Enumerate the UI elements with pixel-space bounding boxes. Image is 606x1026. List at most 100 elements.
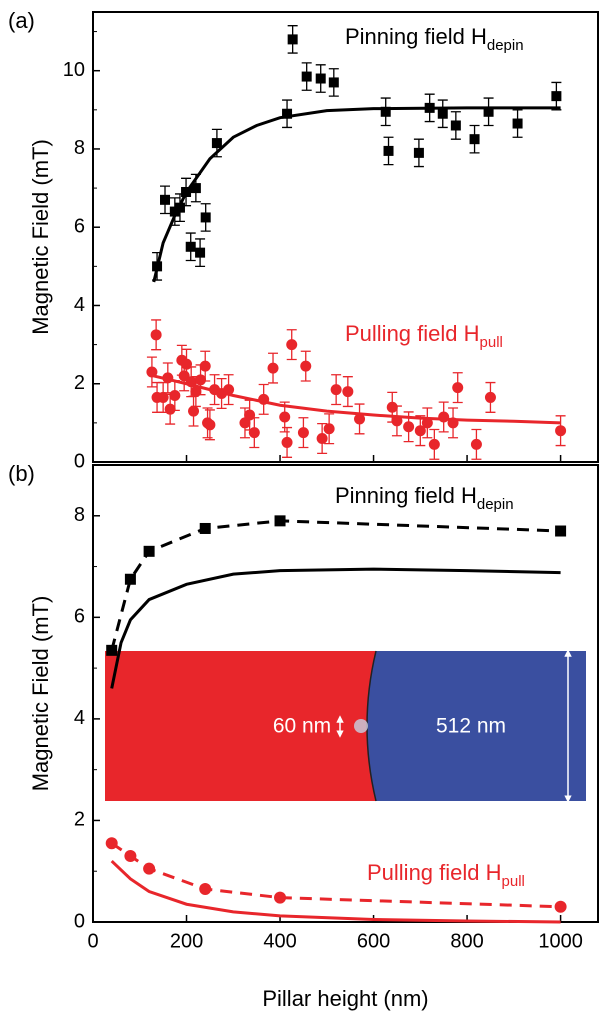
point (248, 427, 260, 439)
point (281, 436, 293, 448)
series-label: Pinning field Hdepin (335, 483, 514, 513)
point (403, 421, 415, 433)
point (450, 120, 461, 131)
fit-line (153, 374, 561, 425)
point (323, 423, 335, 435)
point (315, 73, 326, 84)
fit-line (110, 859, 561, 924)
point (199, 882, 212, 895)
point (185, 241, 196, 252)
inset-dot (354, 719, 368, 733)
plot-frame (92, 11, 599, 463)
point (164, 403, 176, 415)
series-label-sub: pull (502, 873, 525, 890)
series-label-sub: depin (487, 37, 524, 54)
point (483, 106, 494, 117)
y-tick-label: 2 (74, 372, 85, 394)
point (199, 360, 211, 372)
y-tick-label: 2 (74, 809, 85, 831)
point (414, 425, 426, 437)
y-tick-label: 4 (74, 294, 85, 316)
y-tick-label: 0 (74, 910, 85, 932)
point (150, 329, 162, 341)
series-label: Pulling field Hpull (345, 321, 503, 351)
fit-line (110, 567, 561, 689)
point (282, 108, 293, 119)
point (470, 438, 482, 450)
dashed-line (110, 842, 561, 909)
point (160, 194, 171, 205)
point (200, 212, 211, 223)
y-tick-label: 8 (74, 137, 85, 159)
point (287, 34, 298, 45)
point (554, 900, 567, 913)
series-label-text: Pulling field H (345, 321, 480, 346)
point (438, 411, 450, 423)
x-tick-label: 200 (170, 930, 203, 952)
series-label: Pulling field Hpull (367, 860, 525, 890)
plot-frame (92, 464, 599, 923)
point (124, 849, 137, 862)
series-label-text: Pinning field H (335, 483, 477, 508)
point (328, 77, 339, 88)
point (354, 413, 366, 425)
point (484, 391, 496, 403)
point (469, 134, 480, 145)
point (274, 891, 287, 904)
point (413, 147, 424, 158)
point (301, 71, 312, 82)
point (204, 419, 216, 431)
point (286, 339, 298, 351)
point (195, 247, 206, 258)
y-axis-label: Magnetic Field (mT) (28, 596, 53, 792)
point (143, 862, 156, 875)
x-tick-label: 600 (357, 930, 390, 952)
x-tick-label: 1000 (538, 930, 583, 952)
y-tick-label: 6 (74, 606, 85, 628)
point (452, 382, 464, 394)
point (555, 425, 567, 437)
point (386, 401, 398, 413)
panel-label: (a) (8, 8, 35, 33)
point (143, 545, 155, 557)
inset-red (105, 651, 376, 801)
point (316, 433, 328, 445)
point (421, 417, 433, 429)
inset-label: 60 nm (273, 715, 331, 738)
point (297, 427, 309, 439)
point (437, 108, 448, 119)
point (428, 438, 440, 450)
point (211, 138, 222, 149)
x-tick-label: 0 (87, 930, 98, 952)
y-tick-label: 6 (74, 215, 85, 237)
point (181, 358, 193, 370)
series-label-text: Pinning field H (345, 24, 487, 49)
point (244, 409, 256, 421)
point (512, 118, 523, 129)
point (169, 206, 180, 217)
inset: 60 nm 512 nm (105, 649, 586, 803)
point (267, 362, 279, 374)
point (300, 360, 312, 372)
point (124, 573, 136, 585)
y-tick-label: 0 (74, 450, 85, 472)
point (342, 386, 354, 398)
y-axis-label: Magnetic Field (mT) (28, 139, 53, 335)
x-axis-label: Pillar height (nm) (262, 986, 428, 1011)
dashed-line (110, 519, 561, 651)
series-label-sub: depin (477, 496, 514, 513)
x-tick-label: 400 (263, 930, 296, 952)
point (199, 522, 211, 534)
point (383, 145, 394, 156)
series-label-sub: pull (480, 334, 503, 351)
point (169, 389, 181, 401)
point (274, 515, 286, 527)
series-label: Pinning field Hdepin (345, 24, 524, 54)
point (106, 644, 118, 656)
point (555, 525, 567, 537)
point (188, 405, 200, 417)
point (195, 374, 207, 386)
panel-label: (b) (8, 461, 35, 486)
